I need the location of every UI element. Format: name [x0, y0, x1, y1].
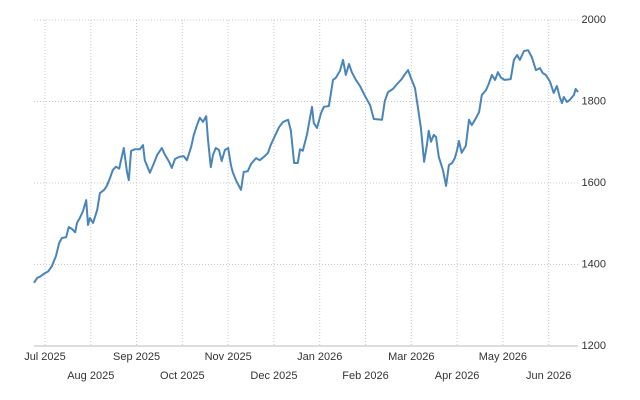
x-tick-label: Sep 2025 [113, 351, 160, 363]
x-tick-label: Dec 2025 [250, 370, 297, 382]
x-tick-label: Jul 2025 [24, 351, 66, 363]
x-tick-label: Jun 2026 [526, 370, 571, 382]
price-line [33, 49, 579, 284]
y-tick-label: 1200 [582, 340, 606, 352]
x-tick-label: Nov 2025 [205, 351, 252, 363]
x-tick-label: Oct 2025 [160, 370, 205, 382]
x-tick-label: May 2026 [479, 351, 527, 363]
y-tick-label: 1800 [582, 95, 606, 107]
x-tick-label: Feb 2026 [342, 370, 388, 382]
x-tick-label: Apr 2026 [435, 370, 480, 382]
x-tick-label: Aug 2025 [67, 370, 114, 382]
y-tick-label: 1400 [582, 258, 606, 270]
x-tick-label: Jan 2026 [297, 351, 342, 363]
x-tick-label: Mar 2026 [388, 351, 434, 363]
y-tick-label: 1600 [582, 177, 606, 189]
y-tick-label: 2000 [582, 14, 606, 26]
